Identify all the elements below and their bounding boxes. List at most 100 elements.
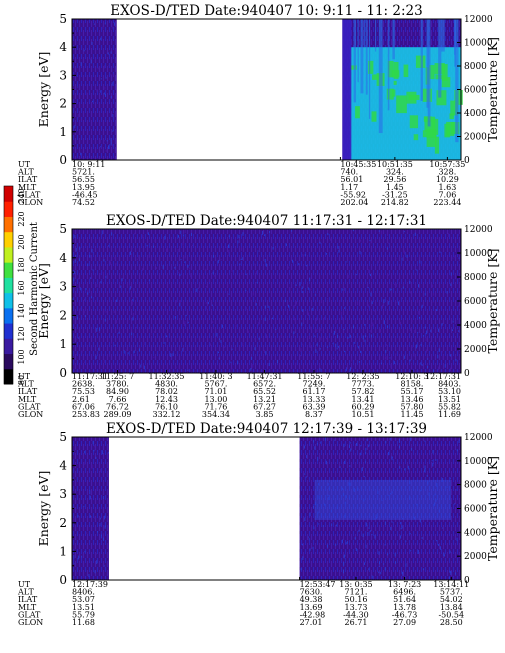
noise-pixel xyxy=(358,529,360,532)
noise-pixel xyxy=(76,572,78,574)
noise-pixel xyxy=(323,503,325,506)
spectrogram-segment-1 xyxy=(72,19,117,160)
noise-pixel xyxy=(83,505,85,507)
noise-pixel xyxy=(417,331,419,333)
noise-pixel xyxy=(84,361,86,363)
temperature-axis-label: Temperature [K] xyxy=(485,37,500,142)
green-patch xyxy=(441,77,451,88)
noise-pixel xyxy=(187,264,189,268)
noise-pixel xyxy=(251,356,253,360)
temperature-tick-label: 4000 xyxy=(464,109,487,119)
noise-pixel xyxy=(459,369,461,371)
noise-pixel xyxy=(370,292,372,297)
noise-pixel xyxy=(98,501,100,504)
noise-pixel xyxy=(74,125,76,129)
noise-pixel xyxy=(424,326,426,329)
noise-pixel xyxy=(106,140,108,142)
ephemeris-value: 13.95 xyxy=(72,183,95,192)
noise-pixel xyxy=(313,439,315,443)
noise-pixel xyxy=(436,309,438,312)
noise-pixel xyxy=(190,232,192,237)
noise-pixel xyxy=(426,330,428,335)
ephemeris-value: 13.73 xyxy=(345,603,368,612)
noise-pixel xyxy=(102,537,104,542)
noise-pixel xyxy=(72,314,74,318)
noise-pixel xyxy=(339,299,341,303)
noise-pixel xyxy=(438,348,440,353)
noise-pixel xyxy=(423,568,425,571)
noise-pixel xyxy=(458,305,460,307)
ephemeris-value: 7630. xyxy=(300,588,323,597)
noise-pixel xyxy=(105,275,107,279)
temperature-tick-label: 8000 xyxy=(464,62,487,72)
ephemeris-value: 12: 2:35 xyxy=(346,372,379,381)
noise-pixel xyxy=(242,232,244,236)
noise-pixel xyxy=(421,536,423,540)
noise-pixel xyxy=(317,456,319,461)
noise-pixel xyxy=(384,356,386,359)
noise-pixel xyxy=(442,477,444,482)
noise-pixel xyxy=(351,358,353,362)
noise-pixel xyxy=(113,22,115,26)
noise-pixel xyxy=(228,249,230,254)
noise-pixel xyxy=(377,491,379,495)
energy-tick-label: 0 xyxy=(59,153,67,167)
noise-pixel xyxy=(366,438,368,442)
energy-tick-label: 5 xyxy=(59,12,67,26)
noise-pixel xyxy=(255,270,257,275)
noise-pixel xyxy=(148,254,150,258)
noise-pixel xyxy=(112,130,114,132)
noise-pixel xyxy=(100,534,102,539)
noise-pixel xyxy=(371,575,373,579)
noise-pixel xyxy=(391,521,393,523)
noise-pixel xyxy=(354,537,356,540)
spectrogram-segment-1 xyxy=(72,437,109,580)
noise-pixel xyxy=(352,325,354,329)
ephemeris-value: 11:17:31 xyxy=(72,372,108,381)
energy-axis-label: Energy [eV] xyxy=(36,263,51,339)
noise-pixel xyxy=(368,444,370,448)
temperature-tick-label: 6000 xyxy=(464,505,487,515)
noise-pixel xyxy=(126,349,128,351)
ephemeris-value: 63.39 xyxy=(303,402,326,411)
temperature-tick-label: 4000 xyxy=(464,321,487,331)
colorbar-tick-label: 240 xyxy=(17,188,26,203)
noise-pixel xyxy=(213,255,215,258)
noise-pixel xyxy=(309,345,311,348)
noise-pixel xyxy=(435,458,437,461)
noise-pixel xyxy=(107,145,109,150)
noise-pixel xyxy=(110,137,112,142)
ephemeris-value: 6572. xyxy=(253,380,276,389)
ephemeris-value: 10:51:35 xyxy=(377,160,413,169)
noise-pixel xyxy=(194,303,196,306)
noise-pixel xyxy=(369,239,371,242)
noise-pixel xyxy=(166,335,168,338)
ephemeris-value: 55.82 xyxy=(438,402,461,411)
noise-pixel xyxy=(237,240,239,244)
noise-pixel xyxy=(133,288,135,292)
panel-3: EXOS-D/TED Date:940407 12:17:39 - 13:17:… xyxy=(17,421,500,627)
ephemeris-value: 57.80 xyxy=(401,402,424,411)
noise-pixel xyxy=(395,353,397,356)
temperature-tick-label: 8000 xyxy=(464,273,487,283)
ephemeris-value: 7.06 xyxy=(438,190,456,199)
noise-pixel xyxy=(298,263,300,266)
noise-pixel xyxy=(416,503,418,506)
noise-pixel xyxy=(105,57,107,59)
noise-pixel xyxy=(91,249,93,253)
noise-pixel xyxy=(183,234,185,237)
temperature-tick-label: 10000 xyxy=(464,457,493,467)
noise-pixel xyxy=(306,264,308,267)
noise-pixel xyxy=(333,439,335,441)
noise-pixel xyxy=(295,301,297,305)
ephemeris-row-label: GLON xyxy=(18,618,43,627)
ephemeris-value: 84.90 xyxy=(106,387,129,396)
ephemeris-row-label: GLAT xyxy=(18,402,41,411)
noise-pixel xyxy=(344,514,346,518)
noise-pixel xyxy=(400,535,402,539)
ephemeris-value: 11:40: 3 xyxy=(199,372,232,381)
noise-pixel xyxy=(153,330,155,333)
ephemeris-value: 61.17 xyxy=(303,387,326,396)
noise-pixel xyxy=(104,565,106,567)
noise-pixel xyxy=(88,574,90,578)
